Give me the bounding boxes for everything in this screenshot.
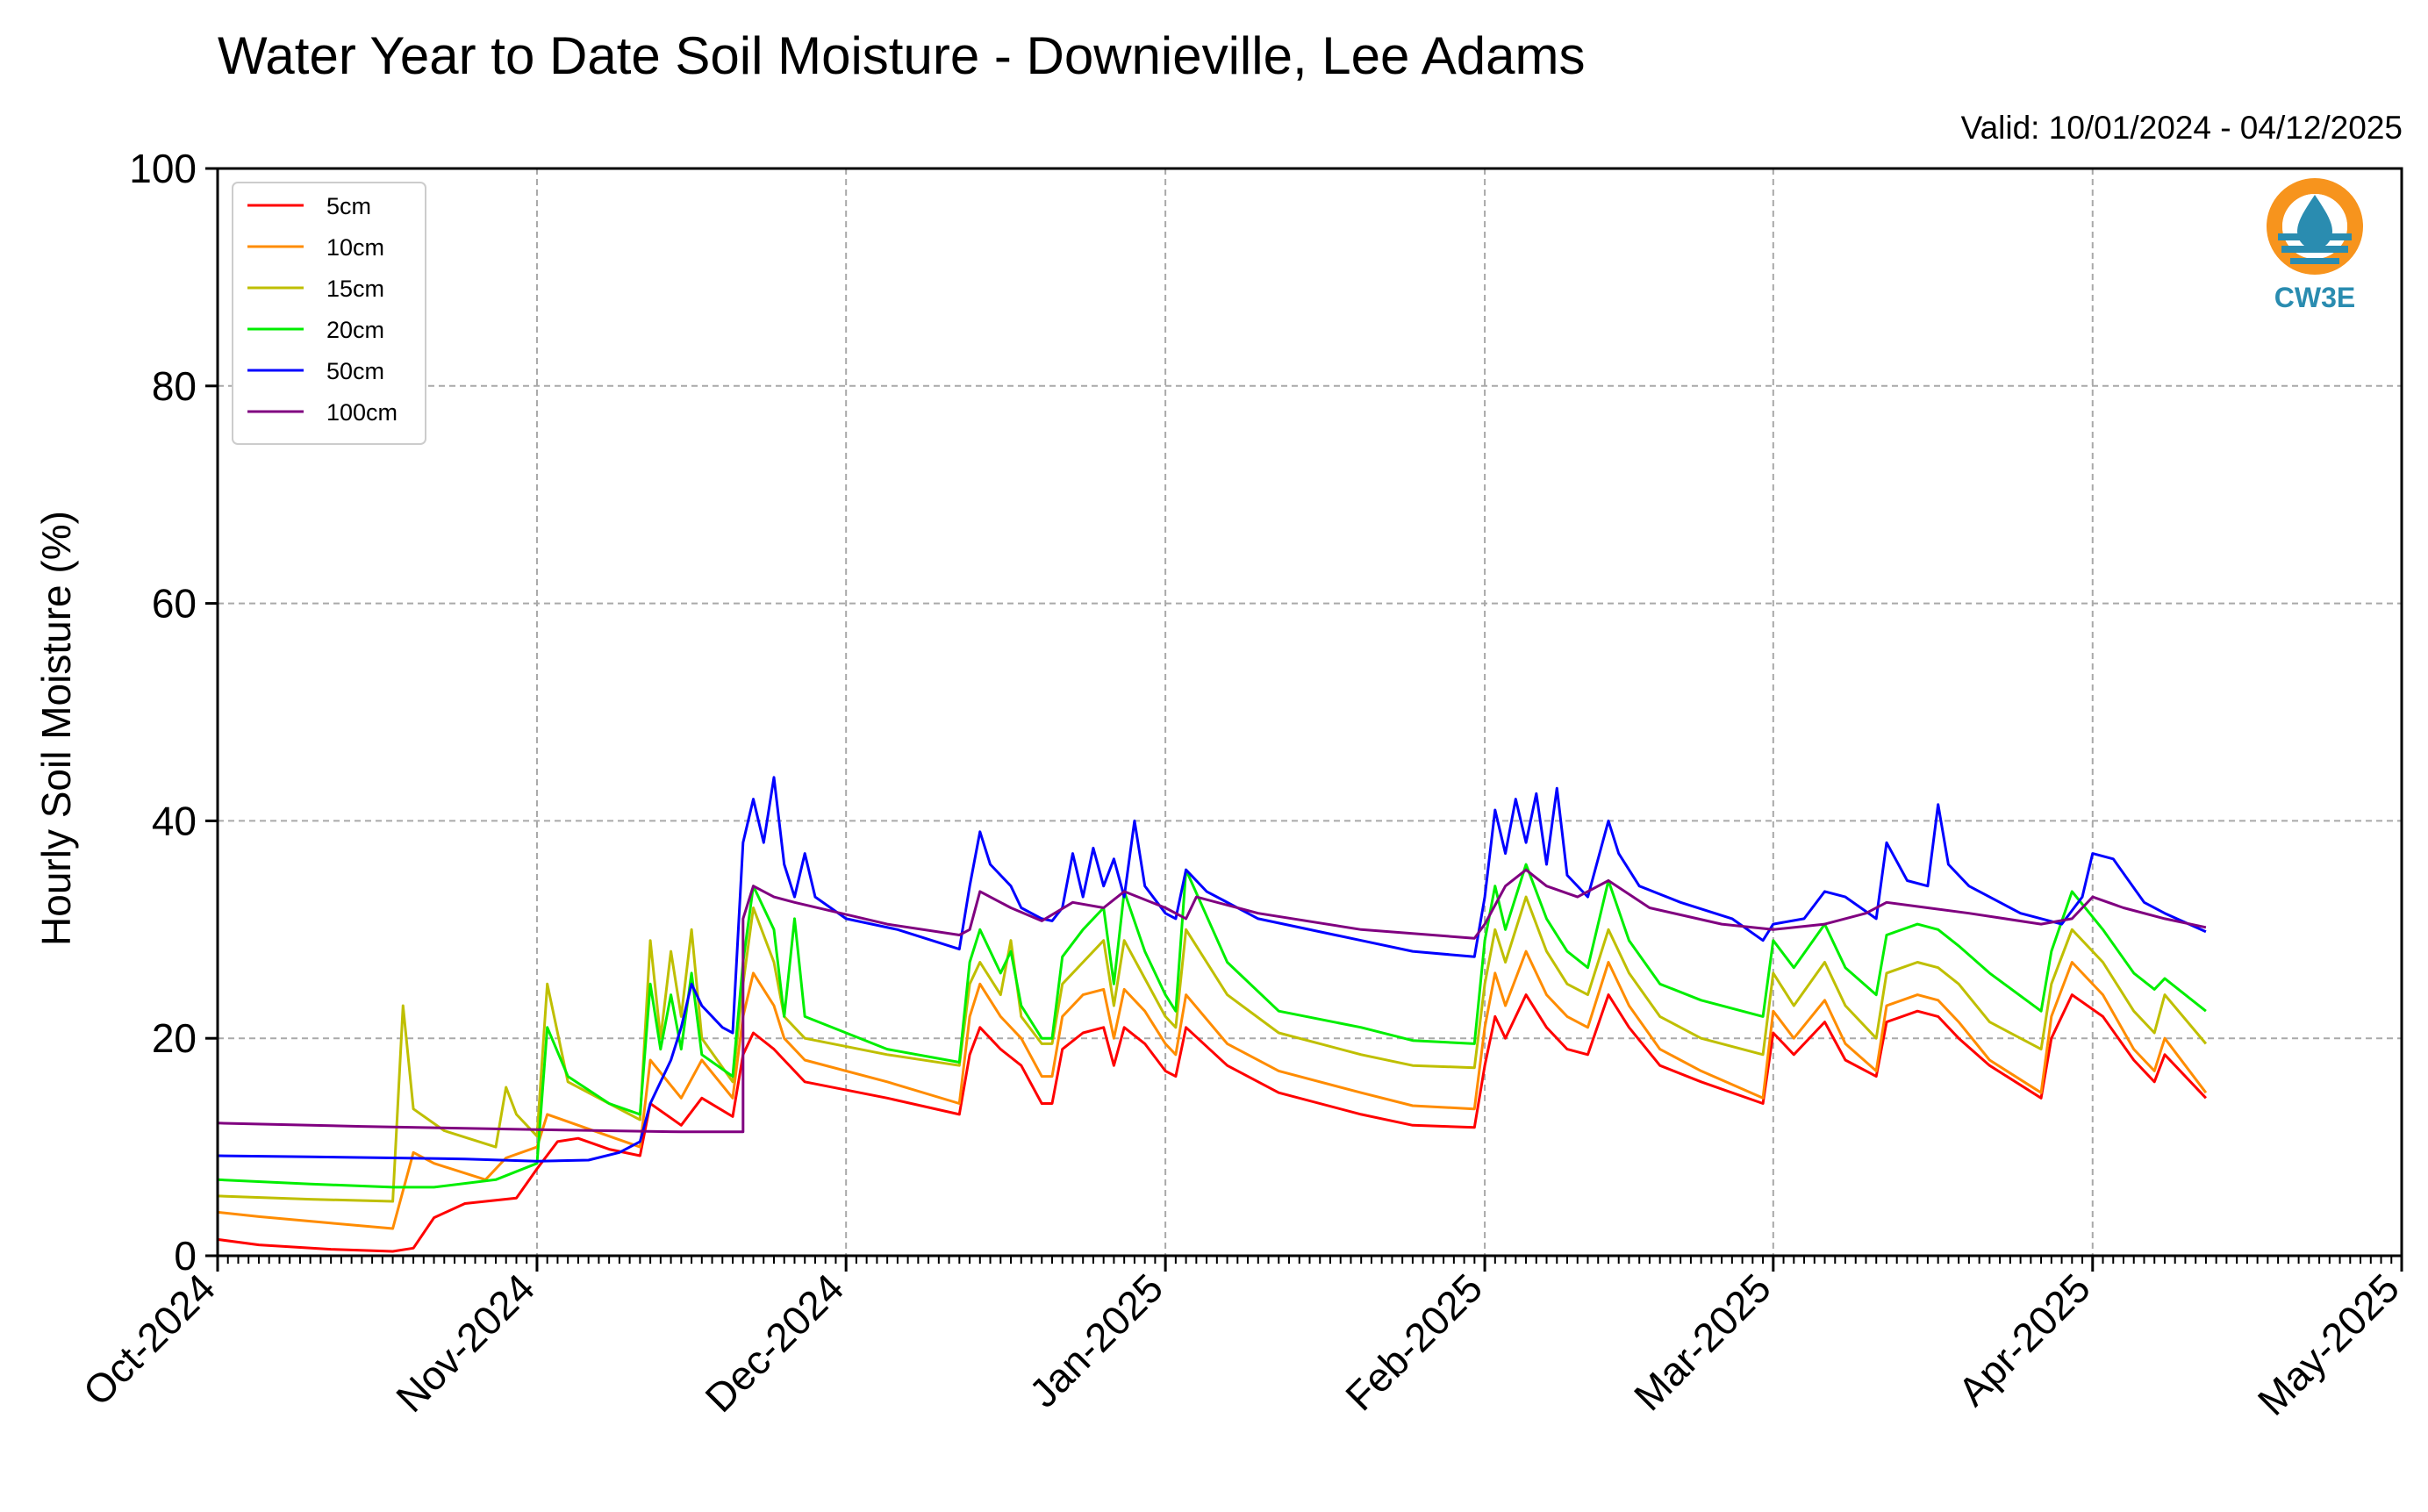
legend-items: 5cm 10cm 15cm 20cm 50cm 100cm [247,193,398,426]
series-line-50cm [217,776,2207,1163]
logo-wave-2 [2281,246,2348,253]
logo-wave-1 [2278,233,2352,240]
y-tick-labels: 0 20 40 60 80 100 [129,146,197,1279]
legend-label: 15cm [326,276,384,302]
legend-label: 5cm [326,193,371,219]
legend-label: 20cm [326,317,384,343]
series-line-5cm [217,993,2207,1253]
y-tick-label: 20 [152,1015,197,1061]
legend-label: 100cm [326,399,398,426]
legend-label: 10cm [326,234,384,261]
axis-ticks [205,167,2403,1272]
grid-lines [218,168,2402,1256]
logo-text: CW3E [2274,282,2355,313]
y-tick-label: 80 [152,363,197,409]
series-line-15cm [217,895,2208,1203]
logo-wave-3 [2290,258,2339,264]
logo-ring-icon [2267,178,2363,275]
y-axis-label: Hourly Soil Moisture (%) [33,511,79,946]
series-line-100cm [217,868,2207,1134]
series-line-20cm [217,863,2207,1189]
series-lines [217,776,2208,1253]
legend: 5cm 10cm 15cm 20cm 50cm 100cm [232,182,426,445]
legend-label: 50cm [326,358,384,384]
cw3e-logo: CW3E [2267,178,2363,313]
y-tick-label: 100 [129,146,197,191]
y-tick-label: 0 [174,1233,197,1279]
y-tick-label: 40 [152,798,197,843]
y-tick-label: 60 [152,581,197,627]
valid-date-range: Valid: 10/01/2024 - 04/12/2025 [1961,110,2403,146]
chart-title: Water Year to Date Soil Moisture - Downi… [218,26,1586,85]
